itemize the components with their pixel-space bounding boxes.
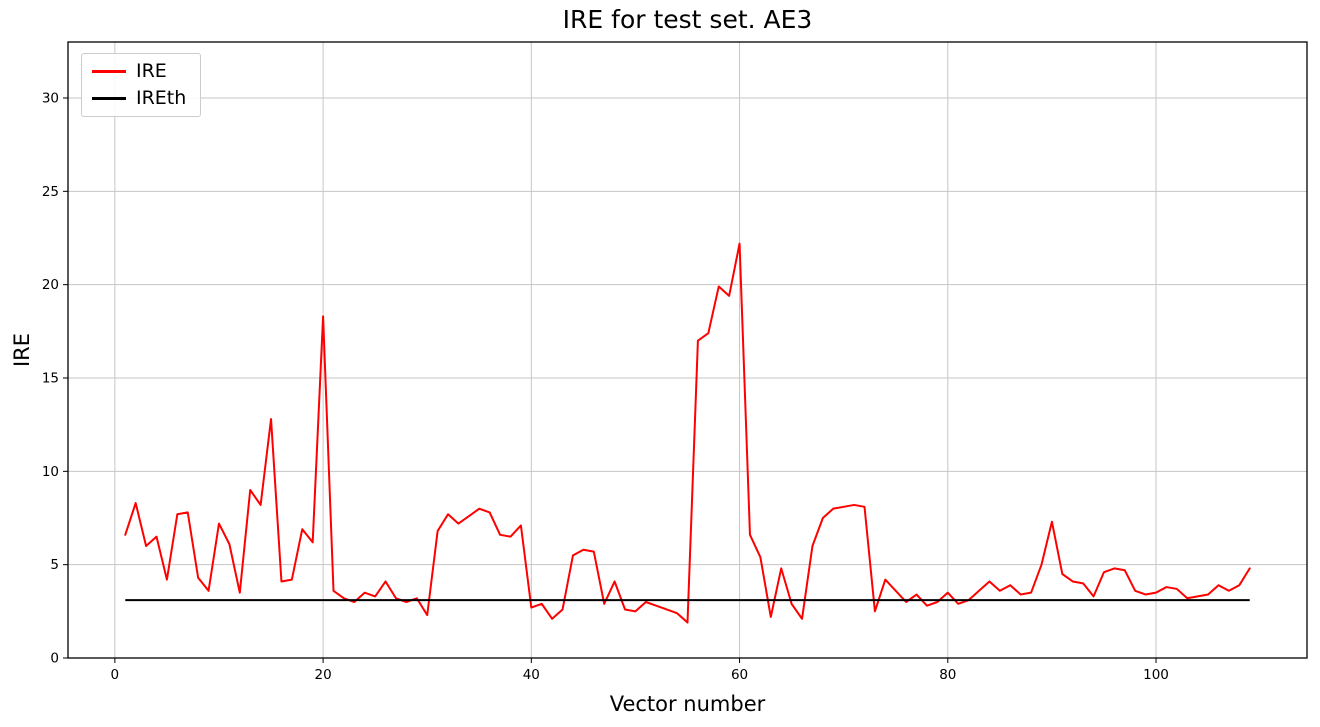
svg-text:0: 0 xyxy=(50,651,59,667)
legend-label-ireth: IREth xyxy=(136,87,187,109)
svg-text:20: 20 xyxy=(42,277,59,293)
ireth-line-swatch xyxy=(92,97,126,100)
svg-text:80: 80 xyxy=(939,667,956,683)
legend-item-ireth: IREth xyxy=(92,89,186,108)
svg-text:100: 100 xyxy=(1143,667,1169,683)
svg-text:25: 25 xyxy=(42,184,59,200)
svg-text:20: 20 xyxy=(314,667,331,683)
svg-text:5: 5 xyxy=(50,557,59,573)
legend: IRE IREth xyxy=(81,53,202,117)
x-axis-label: Vector number xyxy=(609,692,766,716)
y-axis-label: IRE xyxy=(10,332,34,368)
svg-text:10: 10 xyxy=(42,464,59,480)
legend-item-ire: IRE xyxy=(92,62,186,81)
svg-text:0: 0 xyxy=(111,667,120,683)
ire-line-swatch xyxy=(92,70,126,73)
legend-label-ire: IRE xyxy=(136,60,167,82)
svg-text:40: 40 xyxy=(523,667,540,683)
svg-text:30: 30 xyxy=(42,91,59,107)
svg-text:60: 60 xyxy=(731,667,748,683)
svg-text:15: 15 xyxy=(42,371,59,387)
chart-title: IRE for test set. AE3 xyxy=(562,5,813,34)
